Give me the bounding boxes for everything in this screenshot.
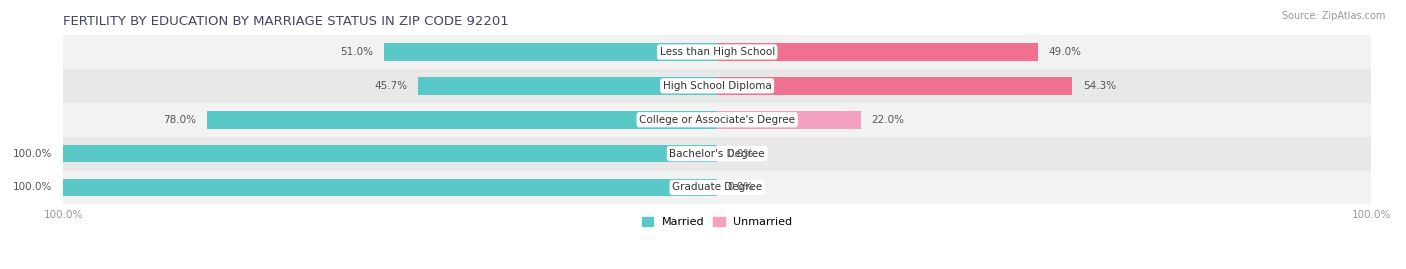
Text: Graduate Degree: Graduate Degree (672, 182, 762, 193)
Bar (63, 171, 1371, 204)
Text: 22.0%: 22.0% (872, 115, 904, 125)
Text: College or Associate's Degree: College or Associate's Degree (640, 115, 796, 125)
Bar (63, 137, 1371, 171)
Bar (717, 43, 1038, 61)
Text: 49.0%: 49.0% (1049, 47, 1081, 57)
Bar (418, 77, 717, 95)
Text: 0.0%: 0.0% (728, 182, 754, 193)
Bar (207, 111, 717, 129)
Text: High School Diploma: High School Diploma (662, 81, 772, 91)
Legend: Married, Unmarried: Married, Unmarried (637, 212, 797, 232)
Bar (717, 111, 860, 129)
Bar (63, 145, 717, 162)
Text: Source: ZipAtlas.com: Source: ZipAtlas.com (1281, 11, 1385, 21)
Text: 51.0%: 51.0% (340, 47, 373, 57)
Bar (384, 43, 717, 61)
Bar (63, 35, 1371, 69)
Bar (63, 103, 1371, 137)
Text: Less than High School: Less than High School (659, 47, 775, 57)
Text: FERTILITY BY EDUCATION BY MARRIAGE STATUS IN ZIP CODE 92201: FERTILITY BY EDUCATION BY MARRIAGE STATU… (63, 15, 509, 28)
Text: 100.0%: 100.0% (13, 182, 52, 193)
Bar (63, 69, 1371, 103)
Text: 0.0%: 0.0% (728, 148, 754, 159)
Bar (63, 179, 717, 196)
Text: 78.0%: 78.0% (163, 115, 197, 125)
Text: 100.0%: 100.0% (13, 148, 52, 159)
Text: 45.7%: 45.7% (374, 81, 408, 91)
Text: 54.3%: 54.3% (1083, 81, 1116, 91)
Text: Bachelor's Degree: Bachelor's Degree (669, 148, 765, 159)
Bar (717, 77, 1073, 95)
